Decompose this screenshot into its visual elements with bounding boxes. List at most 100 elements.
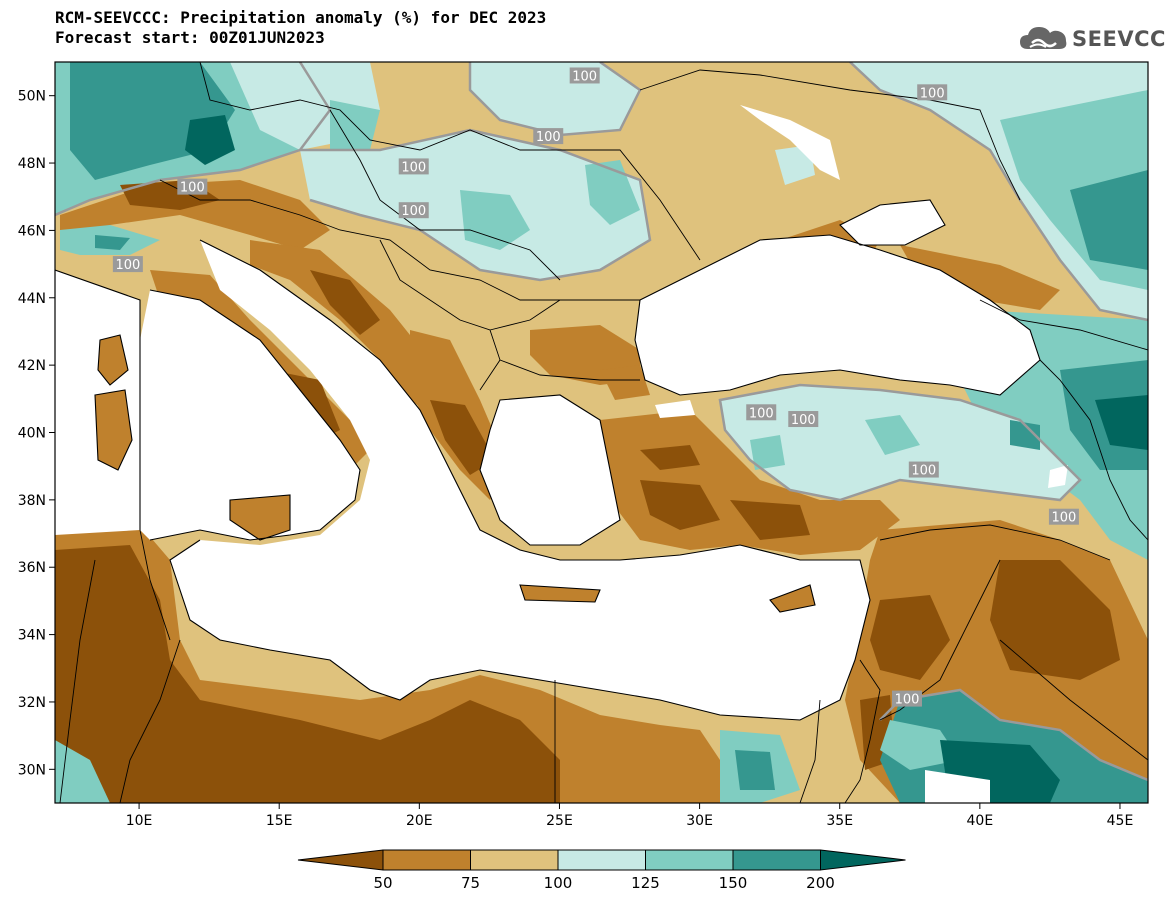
- forecast-start-label: Forecast start: 00Z01JUN2023: [55, 28, 325, 47]
- aegean-sea: [480, 395, 620, 545]
- border-8: [639, 69, 1021, 201]
- lat-tick-label: 50N: [18, 89, 46, 105]
- colorbar-segment-2: [557, 849, 646, 871]
- wet-core-caucasus-2: [1095, 395, 1148, 450]
- coast-sicily: [229, 494, 291, 541]
- lat-tick-label: 38N: [18, 493, 46, 509]
- coast-azov: [839, 199, 946, 246]
- contour-label-box-9: [908, 461, 939, 478]
- very-dry-dinarides: [310, 270, 380, 335]
- no-data-patch-turkey: [1048, 465, 1068, 488]
- colorbar-label: 200: [806, 874, 835, 892]
- no-data-streak-ukraine: [740, 105, 840, 180]
- contour-label: 100: [536, 130, 561, 145]
- contour-label-box-4: [177, 178, 208, 195]
- seevccc-logo: SEEVCCC: [1018, 22, 1165, 56]
- coast-sardinia: [94, 389, 133, 471]
- lat-tick-label: 40N: [18, 426, 46, 442]
- lat-tick-label: 32N: [18, 695, 46, 711]
- contour-label: 100: [180, 181, 205, 196]
- lon-tick-label: 30E: [686, 813, 713, 829]
- colorbar-label: 150: [719, 874, 748, 892]
- colorbar-high-arrow: [820, 849, 906, 871]
- border-9: [979, 299, 1148, 351]
- border-6: [499, 359, 640, 381]
- border-1: [199, 62, 560, 151]
- eastern-mediterranean: [170, 240, 870, 720]
- sea-of-azov: [840, 200, 945, 245]
- very-dry-anatolia-2: [730, 500, 810, 540]
- border-11: [879, 524, 1111, 561]
- wet-core-central-europe-2: [185, 115, 235, 165]
- very-dry-anatolia-1: [640, 480, 720, 530]
- wet-core-northern-italy: [95, 235, 130, 250]
- colorbar-segment-3: [645, 849, 734, 871]
- border-13: [999, 639, 1148, 761]
- lat-tick-label: 30N: [18, 762, 46, 778]
- corsica: [98, 335, 128, 385]
- border-12: [879, 559, 1001, 721]
- colorbar-label: 100: [544, 874, 573, 892]
- contour-label-box-2: [533, 128, 564, 145]
- border-17: [119, 639, 181, 803]
- coastlines: [55, 199, 1041, 721]
- contour-label: 100: [920, 86, 945, 101]
- lat-tick-label: 34N: [18, 628, 46, 644]
- wet-core-russia: [1070, 170, 1148, 270]
- wet-ring-arabia: [880, 720, 960, 770]
- border-14: [844, 659, 881, 803]
- coast-crete: [519, 584, 601, 603]
- contour-label-box-3: [398, 158, 429, 175]
- lat-tick-label: 46N: [18, 223, 46, 239]
- lat-tick-label: 36N: [18, 560, 46, 576]
- contour-label-box-11: [891, 690, 922, 707]
- colorbar-low-arrow: [297, 849, 384, 871]
- border-5: [489, 299, 640, 331]
- contour-label-box-8: [788, 411, 819, 428]
- colorbar-label: 125: [631, 874, 660, 892]
- contour-label: 100: [401, 160, 426, 175]
- contour-label-box-1: [917, 84, 948, 101]
- contour-label: 100: [895, 693, 920, 708]
- black-sea: [635, 235, 1040, 395]
- logo-text: SEEVCCC: [1072, 27, 1165, 51]
- country-borders: [59, 62, 1148, 803]
- contour-label-box-6: [112, 256, 143, 273]
- border-18: [139, 529, 171, 641]
- border-7: [560, 149, 701, 261]
- map-title: RCM-SEEVCCC: Precipitation anomaly (%) f…: [55, 8, 547, 27]
- contour-label-box-10: [1048, 508, 1079, 525]
- very-dry-greece: [430, 400, 495, 475]
- contour-label: 100: [1052, 511, 1077, 526]
- colorbar-label: 75: [461, 874, 480, 892]
- wet-patch-tunisia-south: [55, 740, 110, 803]
- border-19: [59, 559, 96, 803]
- lat-tick-label: 42N: [18, 358, 46, 374]
- sicily: [230, 495, 290, 540]
- wet-patch-moldova: [585, 160, 640, 225]
- cloud-logo-icon: [1020, 27, 1067, 49]
- sea-of-marmara: [655, 400, 695, 418]
- contour-label-box-7: [746, 404, 777, 421]
- longitude-axis: 10E 15E 20E 25E 30E 35E 40E 45E: [126, 803, 1133, 829]
- wet-patch-romania: [460, 190, 530, 250]
- dry-patch-thrace: [600, 365, 650, 400]
- sardinia: [95, 390, 132, 470]
- latitude-axis: 30N 32N 34N 36N 38N 40N 42N 44N 46N 48N 50N: [18, 89, 55, 778]
- border-2: [329, 109, 561, 281]
- border-15: [799, 699, 821, 803]
- dry-band-kuban: [900, 245, 1060, 310]
- very-dry-libya: [55, 545, 560, 803]
- coast-black-sea: [634, 234, 1041, 396]
- colorbar-segment-1: [470, 849, 559, 871]
- contour-pannonia: [300, 128, 652, 282]
- colorbar: 50 75 100 125 150 200: [297, 849, 906, 892]
- colorbar-segment-4: [732, 849, 821, 871]
- lon-tick-label: 15E: [266, 813, 293, 829]
- coast-east-med: [169, 239, 871, 721]
- contour-label: 100: [911, 464, 936, 479]
- border-3: [159, 179, 640, 301]
- wet-patch-anatolia-3: [750, 435, 785, 470]
- very-dry-iraq: [990, 560, 1120, 680]
